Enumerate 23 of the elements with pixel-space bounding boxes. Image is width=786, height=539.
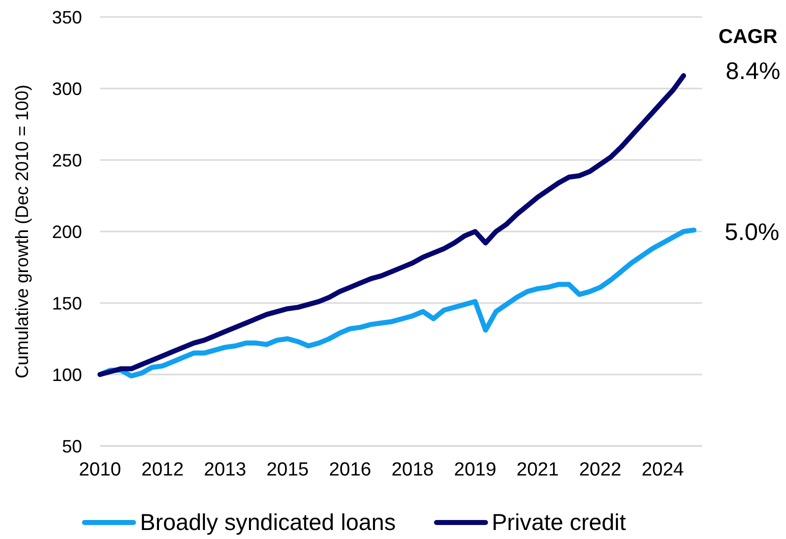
text: CAGR (718, 25, 778, 50)
x-tick-label: 2015 (266, 459, 309, 480)
x-tick-label: 2013 (204, 459, 246, 480)
y-tick-label: 50 (62, 436, 82, 456)
x-tick-label: 2010 (78, 459, 122, 480)
x-tick-label: 2018 (391, 459, 434, 480)
y-tick-label: 200 (52, 222, 82, 242)
text: 5.0% (724, 218, 780, 248)
text: 8.4% (724, 57, 782, 87)
x-tick-label: 2012 (141, 459, 184, 480)
legend-label: Broadly syndicated loans (140, 508, 396, 536)
x-tick-label: 2024 (642, 459, 684, 480)
y-tick-label: 250 (52, 150, 82, 170)
y-tick-label: 350 (52, 7, 82, 28)
y-tick-label: 300 (52, 78, 82, 99)
y-tick-label: 100 (52, 364, 82, 385)
y-tick-label: 150 (52, 293, 82, 314)
x-tick-label: 2022 (579, 459, 622, 480)
x-tick-label: 2016 (328, 459, 372, 480)
x-tick-label: 2019 (454, 459, 496, 480)
y-axis-title: Cumulative growth (Dec 2010 = 100) (12, 84, 32, 378)
x-tick-label: 2021 (516, 459, 559, 480)
legend-label: Private credit (492, 508, 626, 536)
